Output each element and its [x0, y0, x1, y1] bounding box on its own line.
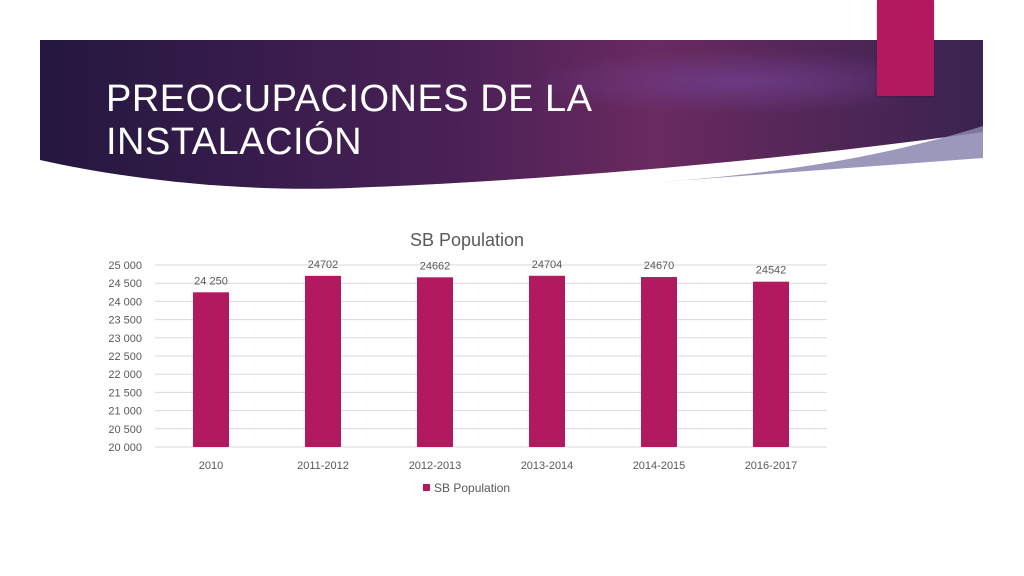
data-label: 24 250 — [194, 275, 228, 287]
y-tick-label: 20 500 — [108, 424, 142, 436]
legend-label: SB Population — [434, 481, 510, 495]
title-band: PREOCUPACIONES DE LA INSTALACIÓN — [40, 40, 983, 190]
y-tick-label: 22 000 — [108, 369, 142, 381]
y-tick-label: 23 000 — [108, 333, 142, 345]
data-label: 24542 — [756, 265, 787, 277]
data-label: 24662 — [420, 260, 451, 272]
bar — [641, 277, 677, 447]
y-tick-label: 24 500 — [108, 278, 142, 290]
bar — [193, 292, 229, 447]
y-tick-label: 22 500 — [108, 351, 142, 363]
y-tick-label: 21 500 — [108, 387, 142, 399]
bar — [753, 281, 789, 447]
bar — [529, 275, 565, 447]
y-tick-label: 25 000 — [108, 260, 142, 272]
data-label: 24670 — [644, 260, 675, 272]
x-tick-label: 2011-2012 — [297, 460, 349, 472]
accent-tab — [877, 0, 934, 96]
x-tick-label: 2013-2014 — [521, 460, 574, 472]
title-band-background — [40, 40, 983, 189]
y-tick-label: 21 000 — [108, 406, 142, 418]
y-tick-label: 20 000 — [108, 442, 142, 454]
x-tick-label: 2016-2017 — [745, 460, 798, 472]
y-tick-label: 23 500 — [108, 315, 142, 327]
chart-title: SB Population — [410, 230, 524, 250]
data-label: 24704 — [532, 259, 563, 271]
bar — [305, 275, 341, 447]
legend-swatch — [423, 484, 430, 491]
data-label: 24702 — [308, 259, 339, 271]
x-tick-label: 2010 — [199, 460, 223, 472]
x-tick-label: 2014-2015 — [633, 460, 686, 472]
slide-title: PREOCUPACIONES DE LA INSTALACIÓN — [106, 78, 591, 163]
bar — [417, 277, 453, 447]
y-tick-label: 24 000 — [108, 296, 142, 308]
x-tick-label: 2012-2013 — [409, 460, 462, 472]
